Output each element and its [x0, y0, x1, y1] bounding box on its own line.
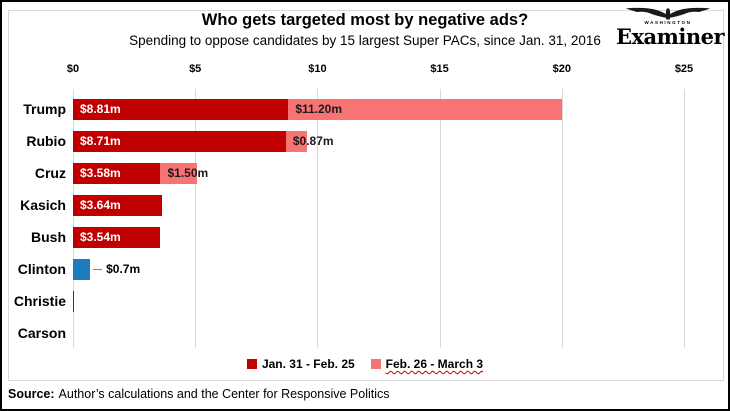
bar-row-rubio: $8.71m $0.87m — [73, 125, 684, 157]
logo-examiner-text: Examiner — [616, 23, 725, 49]
legend-item: Feb. 26 - March 3 — [370, 357, 484, 371]
bar-value-label: $3.58m — [80, 166, 121, 180]
bar-row-kasich: $3.64m — [73, 189, 684, 221]
bar-value-label: $1.50m — [167, 166, 209, 180]
category-label-trump: Trump — [23, 101, 66, 117]
washington-examiner-logo: WASHINGTON Examiner — [616, 6, 725, 49]
x-axis-tick-label: $25 — [674, 63, 694, 75]
bar-segment: $3.64m — [73, 194, 162, 216]
source-text: Author’s calculations and the Center for… — [58, 387, 390, 401]
chart-title: Who gets targeted most by negative ads? — [201, 11, 529, 29]
chart-subtitle: Spending to oppose candidates by 15 larg… — [129, 33, 601, 48]
bar-segment: $8.71m — [73, 130, 286, 152]
source-note: Source: Author’s calculations and the Cen… — [8, 381, 722, 409]
bar-value-label: $8.71m — [80, 134, 121, 148]
bar-row-clinton: $0.7m — [73, 253, 684, 285]
bar-segment: $1.50m — [160, 162, 208, 184]
bar-row-carson — [73, 317, 684, 349]
bar-value-label: $3.54m — [80, 230, 121, 244]
bar-segment — [73, 258, 91, 280]
bar-segment: $8.81m — [73, 98, 289, 120]
bar-value-label: $0.87m — [292, 134, 334, 148]
legend-swatch-icon — [370, 359, 381, 369]
bar-segment: $3.58m — [73, 162, 161, 184]
leader-line — [93, 268, 103, 270]
x-axis-tick-label: $0 — [66, 63, 80, 75]
legend-item: Jan. 31 - Feb. 25 — [246, 357, 355, 371]
bar-row-cruz: $3.58m $1.50m — [73, 157, 684, 189]
bar-value-label: $8.81m — [80, 102, 121, 116]
gridline — [561, 89, 563, 348]
bar-row-trump: $8.81m $11.20m — [73, 93, 684, 125]
plot-area: $8.81m $11.20m $8.71m $0.87m $3.58m $1.50m $3.… — [73, 89, 685, 349]
gridline — [439, 89, 441, 348]
gridline — [684, 89, 685, 348]
category-label-christie: Christie — [13, 293, 66, 309]
category-label-carson: Carson — [17, 325, 66, 341]
legend-label: Feb. 26 - March 3 — [385, 357, 484, 371]
x-axis-tick-label: $10 — [308, 63, 327, 75]
x-axis-tick-label: $5 — [189, 63, 202, 75]
bar-row-bush: $3.54m — [73, 221, 684, 253]
x-axis-tick-label: $20 — [552, 63, 571, 75]
bar-value-label-outside: $0.7m — [106, 262, 141, 276]
gridline — [317, 89, 319, 348]
bar-segment: $11.20m — [288, 98, 563, 120]
source-label: Source: — [8, 387, 55, 401]
bar-segment: $3.54m — [73, 226, 160, 248]
legend-label: Jan. 31 - Feb. 25 — [261, 357, 355, 371]
gridline — [195, 89, 197, 348]
gridline — [73, 89, 74, 348]
eagle-icon — [626, 7, 710, 20]
category-label-cruz: Cruz — [34, 165, 66, 181]
logo-washington-text: WASHINGTON — [644, 20, 692, 25]
bar-value-label: $11.20m — [295, 102, 343, 116]
x-axis-tick-label: $15 — [430, 63, 449, 75]
category-label-bush: Bush — [31, 229, 66, 245]
bar-row-christie — [73, 285, 684, 317]
chart-legend: Jan. 31 - Feb. 25 Feb. 26 - March 3 — [2, 357, 728, 371]
bar-segment — [73, 290, 75, 312]
category-label-kasich: Kasich — [20, 197, 66, 213]
legend-swatch-icon — [246, 359, 257, 369]
bar-value-label: $3.64m — [80, 198, 121, 212]
category-label-rubio: Rubio — [26, 133, 66, 149]
bar-segment: $0.87m — [285, 130, 334, 152]
category-label-clinton: Clinton — [17, 261, 66, 277]
